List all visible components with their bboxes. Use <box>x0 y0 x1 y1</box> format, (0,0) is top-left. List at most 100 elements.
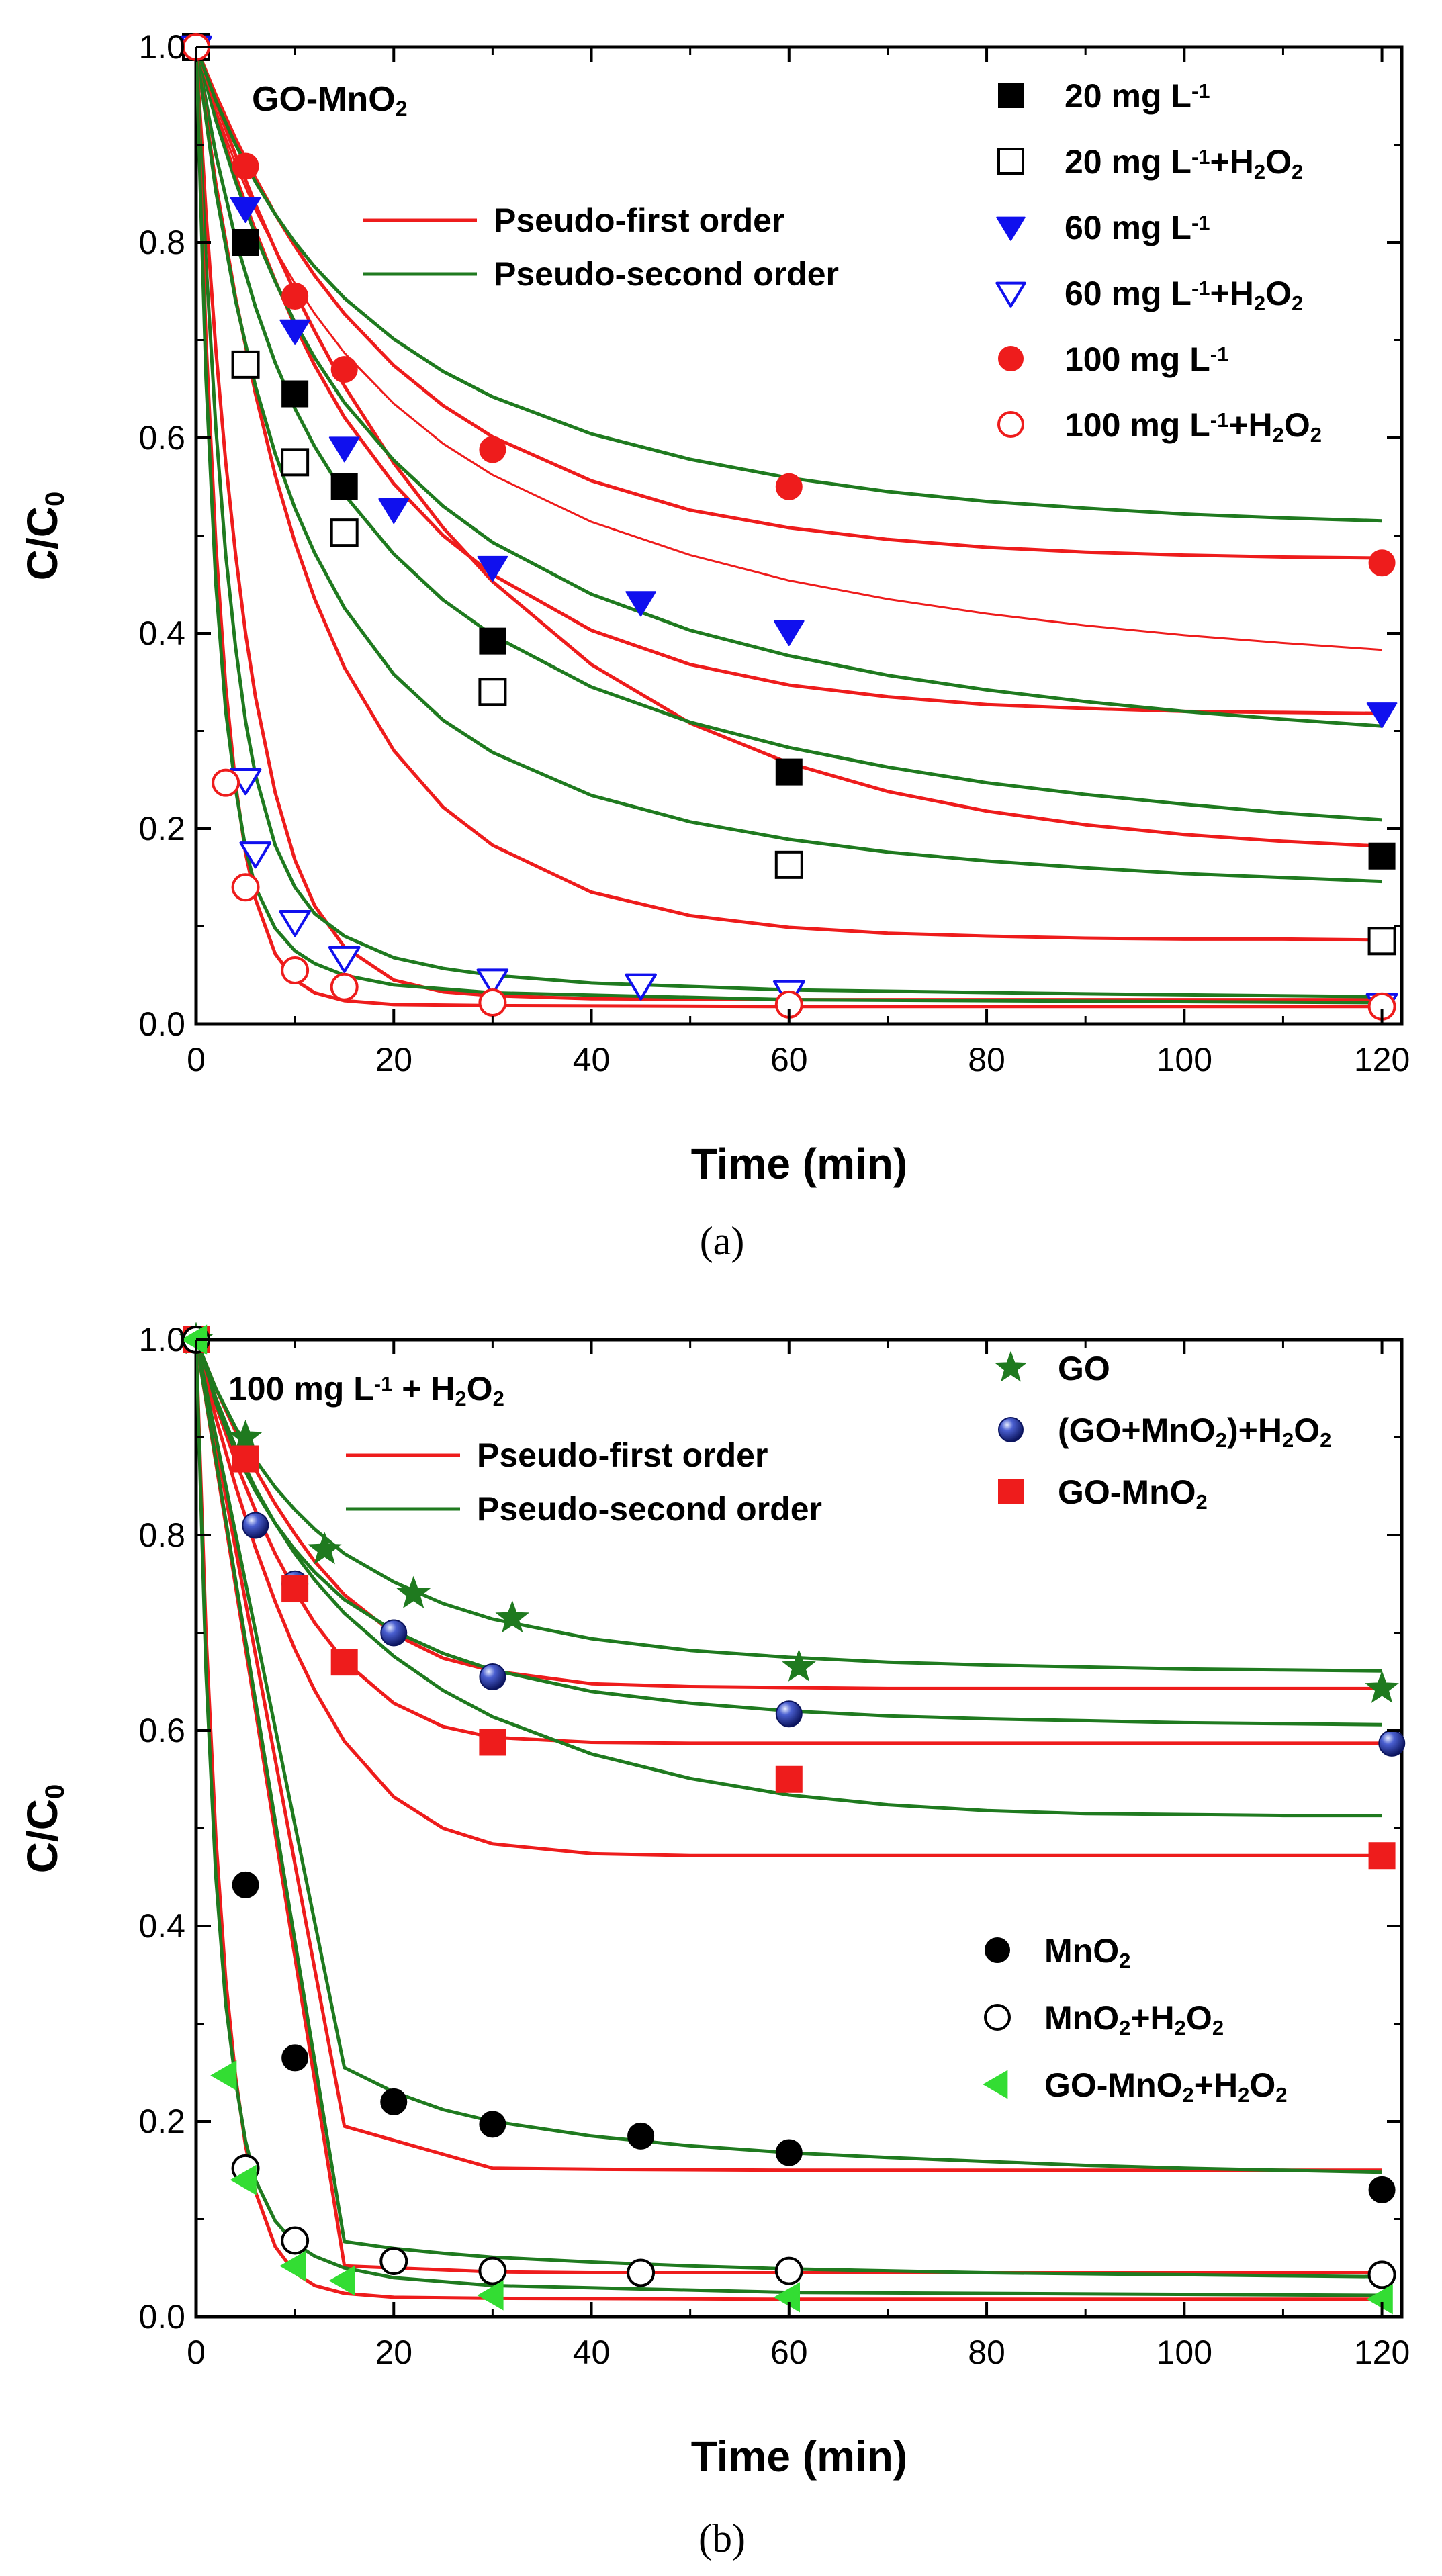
data-point <box>232 152 259 180</box>
series-legend-a: 20 mg L-1 20 mg L-1+H2O2 60 mg L-1 60 mg L-… <box>995 77 1322 447</box>
data-point <box>1367 2260 1396 2289</box>
fit-legend-b: Pseudo-first order Pseudo-second order <box>346 1436 822 1528</box>
data-point <box>775 1700 803 1728</box>
data-point <box>775 473 803 500</box>
legend-label: 100 mg L-1 <box>1065 340 1228 378</box>
data-point <box>279 910 311 937</box>
data-point <box>230 197 261 223</box>
data-point <box>330 473 358 500</box>
data-point <box>775 758 803 786</box>
axis-ticks-a: 0 20 40 60 80 100 120 0.0 0.2 0.4 0.6 0.8 1.0 <box>138 28 1410 1078</box>
legend-label: MnO2 <box>1044 1932 1130 1972</box>
legend-label: 20 mg L-1 <box>1065 77 1210 115</box>
legend-label: 60 mg L-1+H2O2 <box>1065 275 1303 315</box>
data-point <box>281 956 310 984</box>
x-tick-label: 100 <box>1157 1041 1212 1078</box>
y-tick-label: 0.8 <box>138 224 185 261</box>
data-point <box>1367 927 1396 956</box>
x-tick-label: 120 <box>1354 1041 1410 1078</box>
x-tick-label: 100 <box>1157 2334 1212 2371</box>
y-tick-label: 0.6 <box>138 1712 185 1749</box>
data-point <box>210 2060 237 2091</box>
fit-curve <box>196 1340 1382 2297</box>
legend-marker <box>997 148 1024 175</box>
data-point <box>281 448 310 477</box>
data-point <box>378 498 410 524</box>
x-tick-label: 60 <box>770 1041 808 1078</box>
fit-curve <box>196 1340 1382 2274</box>
x-tick-label: 0 <box>187 2334 206 2371</box>
data-point <box>1366 702 1398 729</box>
data-point <box>307 1532 342 1565</box>
legend-label: GO-MnO2+H2O2 <box>1044 2066 1288 2107</box>
legend-label: Pseudo-second order <box>494 255 839 293</box>
chart-panel-a: 0 20 40 60 80 100 120 0.0 0.2 0.4 0.6 0.8 1.0 GO-MnO… <box>18 28 1410 1263</box>
data-point <box>477 555 508 582</box>
y-tick-label: 0.2 <box>138 2103 185 2140</box>
y-tick-label: 0.4 <box>138 614 185 652</box>
data-point <box>232 229 259 256</box>
legend-marker <box>985 1937 1010 1963</box>
data-point <box>476 968 509 996</box>
x-axis-label-b: Time (min) <box>691 2432 907 2481</box>
fit-curve <box>196 1340 1382 2174</box>
data-point <box>1368 2176 1396 2203</box>
data-point <box>328 946 361 973</box>
data-point <box>379 2247 408 2276</box>
y-tick-label: 1.0 <box>138 1321 185 1359</box>
fit-curve <box>196 1340 1382 1745</box>
x-axis-label-a: Time (min) <box>691 1140 907 1188</box>
caption-b: (b) <box>699 2516 746 2561</box>
legend-marker <box>995 281 1026 308</box>
axis-ticks-b: 0 20 40 60 80 100 120 0.0 0.2 0.4 0.6 0.8 1.0 <box>138 1321 1410 2371</box>
legend-marker <box>997 411 1024 438</box>
fit-curve <box>196 47 1382 560</box>
x-tick-label: 20 <box>375 2334 412 2371</box>
data-point <box>212 768 240 797</box>
x-tick-label: 20 <box>375 1041 412 1078</box>
y-axis-label-b: C/C0 <box>18 1784 70 1873</box>
fit-curve <box>196 47 1382 942</box>
fit-curve <box>196 1340 1382 2279</box>
legend-marker <box>984 2004 1011 2031</box>
legend-marker <box>996 216 1026 241</box>
data-point <box>479 2111 506 2138</box>
fit-curve <box>196 1340 1382 2301</box>
data-point <box>281 1575 309 1603</box>
data-point <box>1365 1670 1399 1703</box>
data-point <box>495 1600 530 1633</box>
legend-label: GO-MnO2 <box>1058 1473 1208 1514</box>
data-points-a <box>180 33 1398 1021</box>
legend-label: (GO+MnO2)+H2O2 <box>1058 1412 1331 1452</box>
legend-marker <box>998 346 1024 371</box>
data-point <box>239 841 272 869</box>
fit-curve <box>196 47 1382 1009</box>
fit-curve <box>196 47 1382 1005</box>
data-point <box>773 2282 800 2313</box>
legend-label: 20 mg L-1+H2O2 <box>1065 143 1303 183</box>
data-point <box>279 2250 306 2281</box>
inset-title-a: GO-MnO2 <box>252 80 408 121</box>
data-point <box>396 1575 431 1608</box>
fit-curve <box>196 47 1382 651</box>
data-point <box>330 356 358 383</box>
legend-label: Pseudo-second order <box>477 1490 822 1528</box>
y-axis-label-a: C/C0 <box>18 492 70 580</box>
data-point <box>281 380 309 408</box>
data-point <box>627 2122 655 2150</box>
data-point <box>774 2256 803 2285</box>
legend-label: Pseudo-first order <box>477 1436 768 1474</box>
x-tick-label: 0 <box>187 1041 206 1078</box>
legend-marker <box>998 1417 1024 1442</box>
x-tick-label: 80 <box>968 2334 1005 2371</box>
data-point <box>281 283 309 310</box>
data-point <box>477 2280 504 2311</box>
data-point <box>279 319 310 345</box>
data-point <box>230 2164 257 2195</box>
data-point <box>231 350 260 379</box>
x-tick-label: 40 <box>573 2334 611 2371</box>
fit-curve <box>196 47 1382 1002</box>
fit-curve <box>196 1340 1382 1857</box>
data-point <box>1366 2284 1393 2315</box>
